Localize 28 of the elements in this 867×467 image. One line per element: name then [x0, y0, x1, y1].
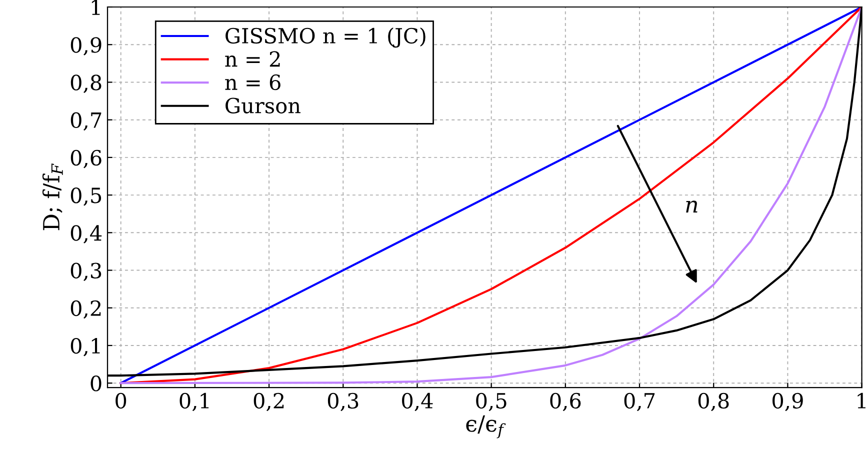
- legend-label: GISSMO n = 1 (JC): [226, 27, 426, 48]
- x-tick-label: 0: [116, 392, 126, 409]
- y-tick-label: 0,3: [70, 262, 102, 282]
- y-tick-label: 0,5: [70, 188, 102, 206]
- y-tick-label: 0,7: [70, 112, 102, 131]
- legend-label: Gurson: [226, 98, 300, 114]
- y-tick-label: 0,6: [70, 150, 102, 168]
- x-tick-label: 0,7: [624, 392, 655, 412]
- y-axis-title: D; f/f$_{F}$: [42, 164, 63, 230]
- x-tick-label: 0,6: [550, 392, 581, 412]
- x-tick-label: 0,4: [402, 392, 433, 412]
- annotation: n: [686, 200, 698, 213]
- y-tick-label: 0,8: [70, 74, 102, 93]
- y-tick-label: 0,2: [70, 300, 101, 319]
- x-tick-label: 1: [858, 392, 866, 408]
- y-tick-label: 0,4: [70, 225, 102, 244]
- x-tick-label: 0,1: [180, 392, 209, 412]
- legend-label: n = 2: [225, 51, 280, 67]
- x-axis-title: ϵ/ϵ$_{f}$: [466, 415, 506, 438]
- legend-label: n = 6: [225, 74, 280, 90]
- y-tick-label: 0: [90, 376, 102, 392]
- x-tick-label: 0,2: [254, 392, 284, 412]
- x-tick-label: 0,8: [698, 392, 729, 412]
- x-tick-label: 0,9: [772, 392, 803, 412]
- x-tick-label: 0,3: [328, 392, 358, 412]
- y-tick-label: 0,9: [70, 37, 102, 56]
- x-tick-label: 0,5: [476, 392, 506, 412]
- y-tick-label: 0,1: [70, 338, 100, 356]
